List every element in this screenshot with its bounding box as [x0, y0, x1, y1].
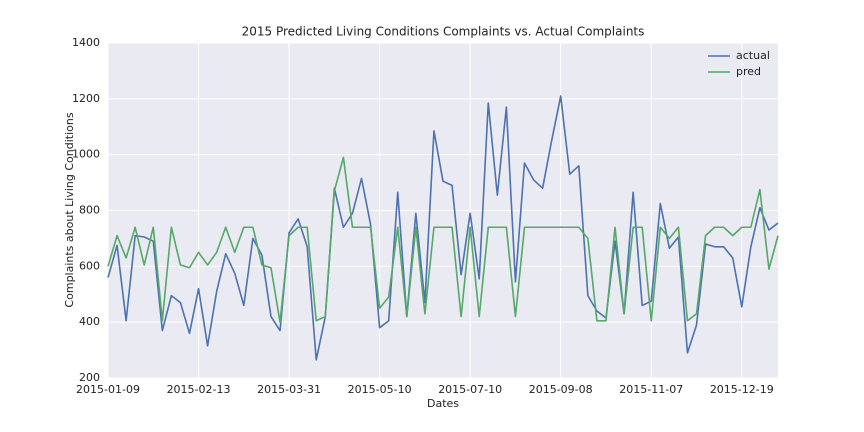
- y-tick-label: 400: [79, 315, 100, 328]
- y-tick-label: 1200: [72, 92, 100, 105]
- data-line: [107, 156, 779, 323]
- x-tick-label: 2015-01-09: [76, 383, 140, 396]
- y-axis-label: Complaints about Living Conditions: [63, 112, 76, 307]
- x-tick-label: 2015-05-10: [348, 383, 412, 396]
- chart-title: 2015 Predicted Living Conditions Complai…: [242, 25, 645, 39]
- y-tick-label: 1400: [72, 36, 100, 49]
- x-axis-label: Dates: [427, 397, 459, 410]
- legend-label: pred: [736, 65, 761, 78]
- legend-label: actual: [736, 49, 770, 62]
- x-tick-label: 2015-12-19: [710, 383, 774, 396]
- x-tick-label: 2015-11-07: [619, 383, 683, 396]
- x-tick-label: 2015-09-08: [529, 383, 593, 396]
- y-tick-label: 600: [79, 259, 100, 272]
- x-tick-label: 2015-07-10: [438, 383, 502, 396]
- x-tick-label: 2015-02-13: [167, 383, 231, 396]
- data-line: [107, 95, 779, 361]
- x-tick-label: 2015-03-31: [257, 383, 321, 396]
- y-tick-label: 1000: [72, 148, 100, 161]
- y-tick-label: 200: [79, 371, 100, 384]
- y-tick-label: 800: [79, 204, 100, 217]
